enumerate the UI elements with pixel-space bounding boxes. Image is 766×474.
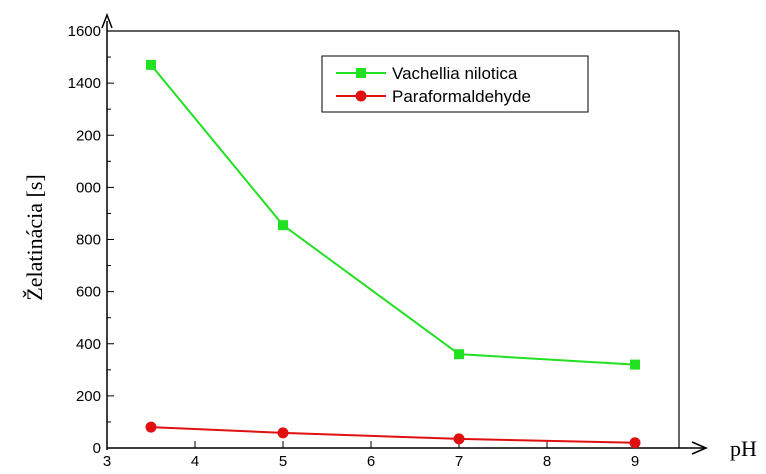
x-tick-label: 9 [631,453,639,470]
series-line-2 [150,426,636,444]
legend-marker-circle [355,90,367,102]
y-tick-label: 1600 [68,23,101,40]
x-axis-arrow-icon [691,441,708,455]
x-tick-label: 4 [191,453,199,470]
x-tick-label: 8 [543,453,551,470]
y-tick-label: 000 [76,179,101,196]
data-point-square [146,59,156,70]
data-point-square [630,359,640,370]
y-tick-label: 200 [76,127,101,144]
data-point-circle [453,433,465,445]
x-tick-label: 5 [279,453,287,470]
y-tick-label: 400 [76,336,101,353]
x-tick-label: 7 [455,453,463,470]
data-point-circle [629,437,641,449]
y-tick-label: 0 [93,440,101,457]
data-point-circle [277,427,289,439]
data-point-square [454,349,464,360]
x-axis-title: pH [730,436,757,461]
legend-label: Paraformaldehyde [392,87,531,106]
y-axis-title: Želatinácia [s] [22,174,47,300]
legend-label: Vachellia nilotica [392,64,518,83]
series-line-1 [150,64,636,366]
data-point-square [278,220,288,231]
x-tick-label: 3 [103,453,111,470]
y-axis-arrow-icon [101,12,113,29]
x-tick-label: 6 [367,453,375,470]
y-tick-label: 800 [76,232,101,249]
legend-box [321,55,589,113]
y-tick-label: 600 [76,284,101,301]
y-tick-label: 1400 [68,75,101,92]
legend-marker-square [356,68,366,78]
y-tick-label: 200 [76,388,101,405]
data-point-circle [145,421,157,433]
